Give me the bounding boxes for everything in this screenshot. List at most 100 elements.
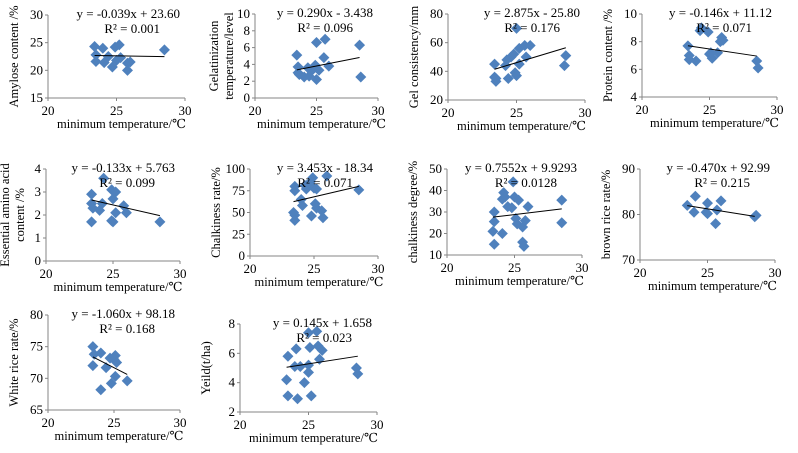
data-point <box>154 216 166 228</box>
trendline <box>687 205 755 217</box>
x-tick-label: 25 <box>107 266 120 281</box>
y-tick-label: 4 <box>35 161 42 176</box>
data-point <box>121 375 133 387</box>
r-squared-label: R² = 0.099 <box>99 175 155 190</box>
y-axis-label: Essential amino acidcontent /% <box>0 163 27 267</box>
y-tick-label: 75 <box>232 183 245 198</box>
data-point <box>311 325 323 337</box>
data-point <box>303 359 314 371</box>
data-point <box>752 62 764 74</box>
y-tick-label: 25 <box>30 35 43 50</box>
data-point <box>681 199 693 211</box>
y-tick-label: 2 <box>244 73 251 88</box>
y-tick-label: 70 <box>30 370 43 385</box>
y-tick-label: 50 <box>232 205 245 220</box>
y-tick-label: 10 <box>624 6 637 21</box>
x-tick-label: 30 <box>372 261 385 276</box>
x-axis-label: minimum temperature/℃ <box>57 117 186 131</box>
x-tick-label: 30 <box>174 415 187 430</box>
r-squared-label: R² = 0.176 <box>504 20 560 35</box>
r-squared-label: R² = 0.215 <box>694 175 750 190</box>
data-point <box>316 205 328 217</box>
y-tick-label: 10 <box>237 6 250 21</box>
y-tick-label: 6 <box>229 345 236 360</box>
data-point <box>111 357 123 368</box>
data-point <box>96 198 108 209</box>
data-point <box>291 49 303 61</box>
x-tick-label: 25 <box>302 417 315 432</box>
y-axis-label-line: Gelatinization <box>207 20 221 92</box>
data-point <box>506 202 518 214</box>
x-axis-label: minimum temperature/℃ <box>255 275 384 289</box>
x-tick-label: 25 <box>703 102 716 117</box>
y-axis-label: White rice rate/% <box>7 318 21 406</box>
data-point <box>305 210 317 222</box>
trendline <box>286 355 358 368</box>
y-tick-label: 15 <box>30 90 43 105</box>
y-tick-label: 70 <box>622 252 635 267</box>
y-tick-label: 40 <box>430 63 443 78</box>
data-point <box>95 347 107 359</box>
y-tick-label: 30 <box>30 7 43 22</box>
data-point <box>303 327 314 339</box>
x-tick-label: 30 <box>179 103 192 118</box>
trendline-equation: y = 0.145x + 1.658 <box>273 315 372 330</box>
y-tick-label: 4 <box>244 56 251 71</box>
y-tick-label: 90 <box>622 161 635 176</box>
y-tick-label: 3 <box>35 184 42 199</box>
data-point <box>487 225 499 237</box>
x-axis-label: minimum temperature/℃ <box>249 431 378 445</box>
trendline-equation: y = -0.146x + 11.12 <box>669 5 772 20</box>
x-axis-label: minimum temperature/℃ <box>257 117 386 131</box>
data-point <box>556 217 568 229</box>
data-point <box>304 341 316 353</box>
y-axis-label: chalkiness degree/% <box>406 161 420 263</box>
data-point <box>290 343 302 355</box>
data-point <box>750 209 762 221</box>
y-axis-label-line: content /% <box>13 188 27 242</box>
data-point <box>560 50 572 62</box>
x-axis-label: minimum temperature/℃ <box>54 280 183 294</box>
data-point <box>702 197 713 209</box>
data-point <box>296 200 308 212</box>
trendline <box>293 185 359 203</box>
data-point <box>558 60 570 72</box>
data-point <box>106 215 118 227</box>
y-tick-label: 25 <box>232 226 245 241</box>
x-tick-label: 20 <box>442 105 455 120</box>
trendline <box>91 199 161 217</box>
data-point <box>518 240 530 252</box>
y-tick-label: 80 <box>30 307 43 322</box>
y-tick-label: 100 <box>226 161 246 176</box>
data-point <box>121 64 133 76</box>
y-tick-label: 50 <box>429 161 442 176</box>
trendline-equation: y = -0.039x + 23.60 <box>77 6 181 21</box>
data-point <box>317 212 329 224</box>
y-axis-label: Gel consistency/mm <box>407 6 421 109</box>
trendline-equation: y = -0.470x + 92.99 <box>667 160 771 175</box>
data-point <box>120 207 132 219</box>
data-point <box>316 344 328 356</box>
x-axis-label: minimum temperature/℃ <box>457 119 586 133</box>
y-tick-label: 8 <box>229 316 236 331</box>
data-point <box>303 366 314 378</box>
x-tick-label: 30 <box>371 417 384 432</box>
data-point <box>292 61 304 73</box>
data-point <box>110 186 122 198</box>
y-tick-label: 20 <box>430 92 443 107</box>
y-tick-label: 6 <box>631 61 638 76</box>
data-point <box>519 215 531 227</box>
trendline-equation: y = -1.060x + 98.18 <box>72 306 176 321</box>
data-point <box>702 26 714 38</box>
y-tick-label: 0 <box>35 253 42 268</box>
x-axis-label: minimum temperature/℃ <box>650 116 779 130</box>
y-axis-label: Gelatinizationtemperature/level <box>207 12 236 100</box>
trendline-equation: y = 0.7552x + 9.9293 <box>465 160 577 175</box>
y-axis-label: Chalkiness rate/% <box>209 167 223 258</box>
